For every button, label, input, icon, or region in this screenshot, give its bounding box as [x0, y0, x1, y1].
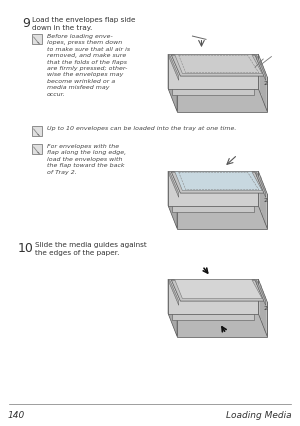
Polygon shape — [170, 280, 179, 305]
Polygon shape — [170, 173, 179, 198]
Polygon shape — [168, 172, 258, 206]
Polygon shape — [172, 206, 254, 213]
Text: 9: 9 — [22, 17, 30, 30]
FancyBboxPatch shape — [32, 144, 42, 155]
Polygon shape — [257, 173, 266, 198]
Polygon shape — [171, 56, 264, 77]
Text: Slide the media guides against
the edges of the paper.: Slide the media guides against the edges… — [35, 242, 147, 256]
Polygon shape — [168, 55, 177, 112]
FancyBboxPatch shape — [32, 127, 42, 137]
Text: For envelopes with the
flap along the long edge,
load the envelopes with
the fla: For envelopes with the flap along the lo… — [47, 144, 126, 174]
Polygon shape — [177, 78, 267, 112]
Polygon shape — [175, 55, 262, 74]
Polygon shape — [177, 195, 267, 229]
Polygon shape — [257, 56, 266, 81]
Polygon shape — [171, 173, 264, 194]
Polygon shape — [168, 55, 258, 89]
Text: Up to 10 envelopes can be loaded into the tray at one time.: Up to 10 envelopes can be loaded into th… — [47, 126, 236, 131]
Text: 2: 2 — [263, 81, 267, 86]
Polygon shape — [171, 280, 264, 301]
Polygon shape — [258, 172, 267, 229]
Text: 2: 2 — [263, 198, 267, 203]
Polygon shape — [177, 302, 267, 337]
Polygon shape — [168, 279, 177, 337]
Text: 2: 2 — [263, 305, 267, 311]
Polygon shape — [258, 55, 267, 112]
Polygon shape — [168, 172, 177, 229]
Text: Load the envelopes flap side
down in the tray.: Load the envelopes flap side down in the… — [32, 17, 136, 31]
Text: Loading Media: Loading Media — [226, 410, 292, 419]
Text: 10: 10 — [18, 242, 34, 254]
Polygon shape — [257, 280, 266, 305]
Text: 140: 140 — [8, 410, 25, 419]
Polygon shape — [172, 89, 254, 96]
Polygon shape — [175, 172, 262, 191]
FancyBboxPatch shape — [32, 35, 42, 45]
Polygon shape — [168, 279, 258, 314]
Polygon shape — [258, 279, 267, 337]
Polygon shape — [170, 56, 179, 81]
Text: Before loading enve-
lopes, press them down
to make sure that all air is
removed: Before loading enve- lopes, press them d… — [47, 34, 130, 96]
Polygon shape — [172, 314, 254, 320]
Polygon shape — [175, 280, 262, 299]
